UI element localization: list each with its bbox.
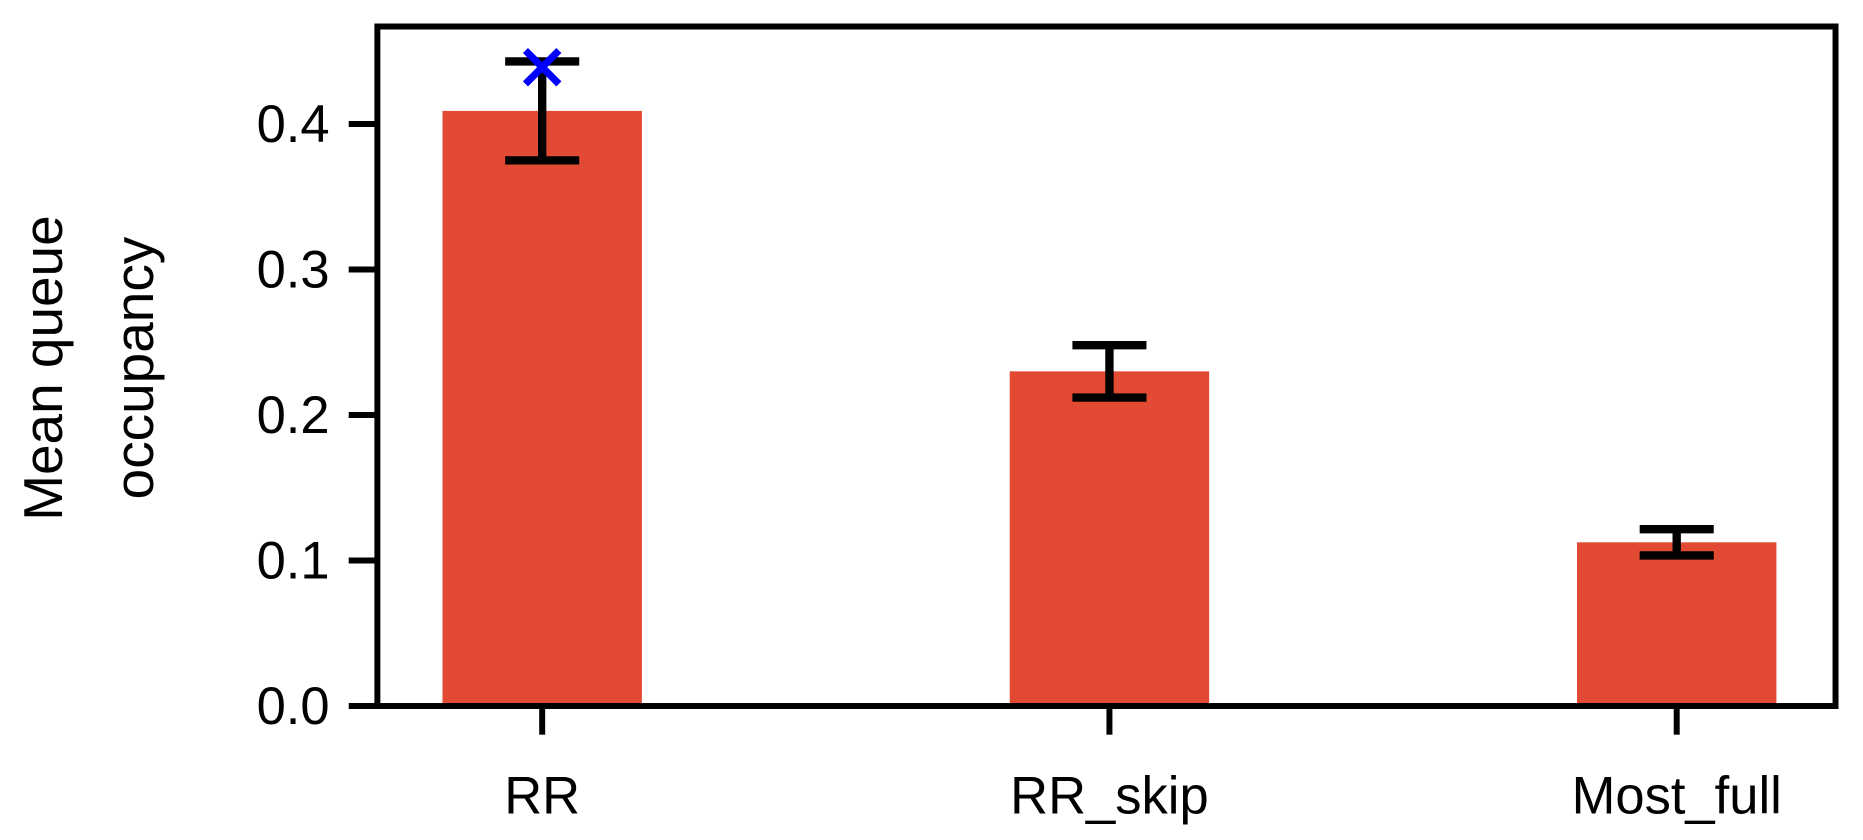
error-bar [1072, 340, 1147, 402]
error-bar [505, 57, 580, 165]
y-tick-label: 0.1 [257, 531, 330, 590]
y-axis-label: occupancy [103, 236, 165, 499]
error-bar [1639, 525, 1714, 560]
y-tick-label: 0.3 [257, 240, 330, 299]
y-tick-label: 0.2 [257, 386, 330, 445]
bar [1009, 371, 1210, 707]
bar [442, 110, 642, 707]
y-tick-label: 0.0 [257, 677, 330, 736]
y-axis-label: Mean queue [12, 215, 74, 520]
x-tick-label: Most_full [1572, 766, 1782, 825]
marker [522, 47, 562, 87]
x-tick-label: RR_skip [1010, 766, 1209, 825]
y-tick-label: 0.4 [257, 95, 330, 154]
x-tick-label: RR [504, 766, 580, 825]
bar [1576, 542, 1777, 707]
